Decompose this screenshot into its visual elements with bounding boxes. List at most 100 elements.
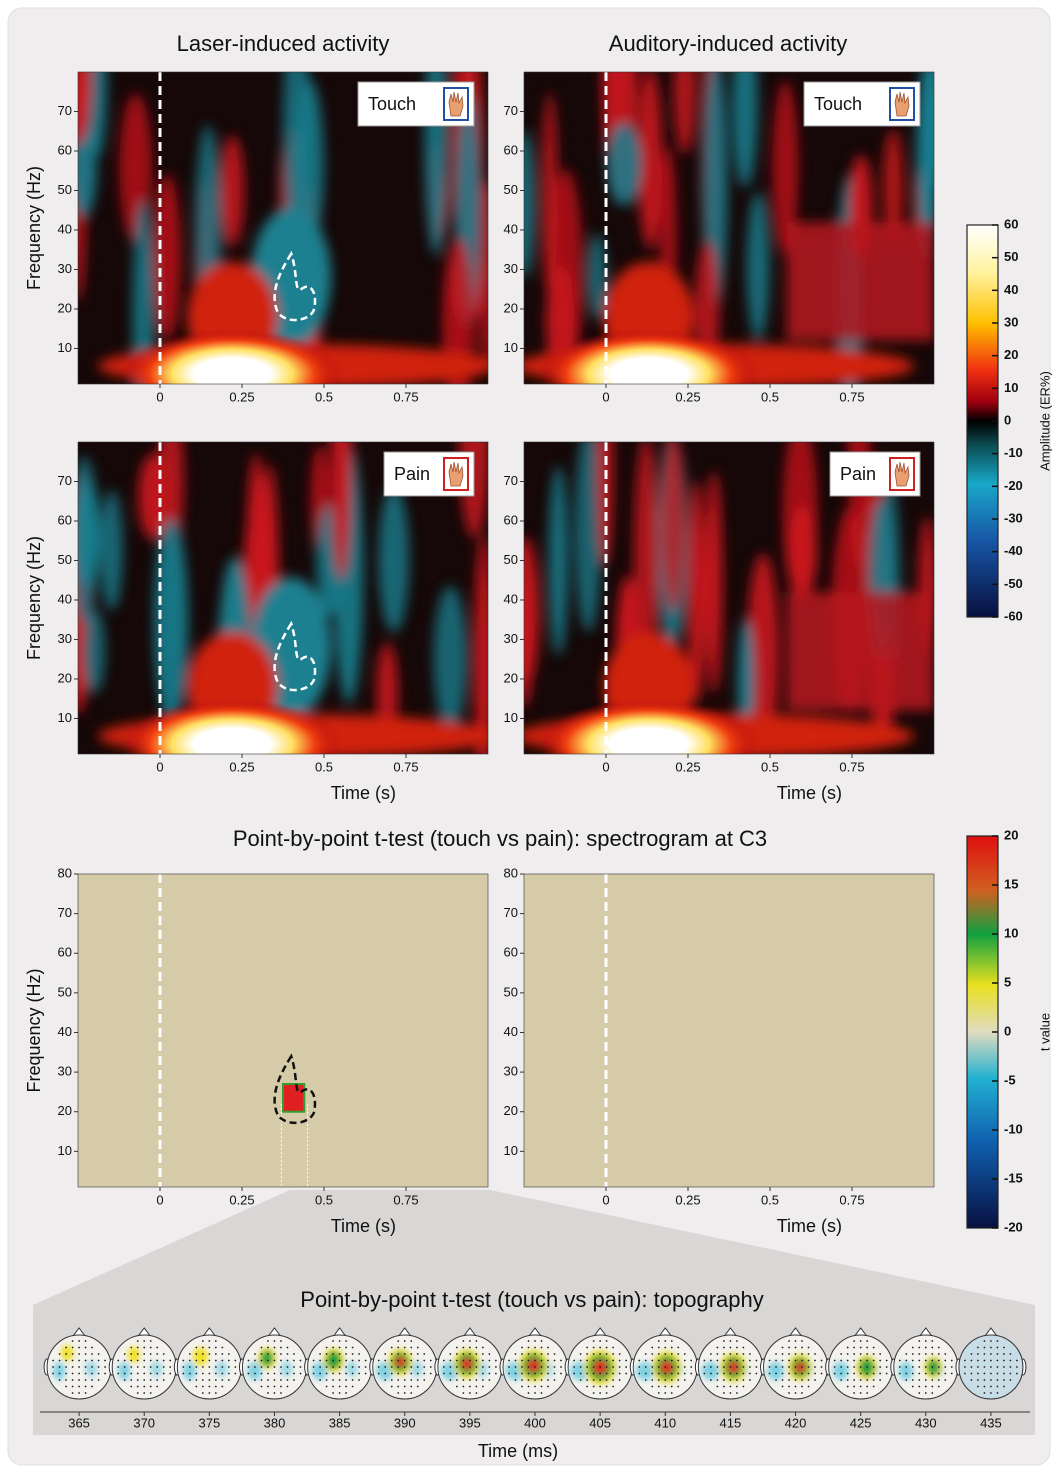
electrode	[273, 1340, 276, 1342]
electrode	[579, 1372, 582, 1375]
activity-blob	[132, 199, 155, 384]
electrode	[605, 1353, 608, 1355]
electrode	[670, 1359, 673, 1362]
electrode	[390, 1379, 393, 1381]
electrode	[260, 1346, 263, 1349]
electrode	[651, 1379, 654, 1381]
electrode	[455, 1359, 458, 1362]
electrode	[449, 1372, 452, 1375]
electrode	[358, 1359, 361, 1362]
electrode	[149, 1340, 152, 1342]
electrode	[481, 1379, 484, 1381]
electrode	[788, 1353, 790, 1355]
electrode	[547, 1359, 549, 1362]
electrode	[534, 1379, 536, 1381]
electrode	[866, 1353, 869, 1355]
y-tick-label: 70	[504, 905, 518, 920]
electrode	[136, 1353, 139, 1355]
electrode	[208, 1353, 211, 1355]
electrode	[605, 1359, 608, 1362]
activity-blob	[330, 442, 352, 580]
electrode	[104, 1359, 106, 1362]
electrode	[481, 1353, 484, 1355]
electrode	[918, 1353, 921, 1355]
colorbar-tick-label: -50	[1004, 576, 1023, 591]
electrode	[410, 1372, 413, 1375]
electrode	[117, 1359, 120, 1362]
electrode	[397, 1346, 400, 1349]
electrode	[423, 1372, 426, 1375]
electrode	[214, 1366, 217, 1368]
electrode	[201, 1385, 204, 1388]
electrode	[273, 1353, 276, 1355]
electrode	[931, 1385, 934, 1388]
electrode	[208, 1392, 211, 1394]
electrode	[442, 1359, 445, 1362]
y-tick-label: 60	[504, 142, 518, 157]
hand-icon	[894, 91, 910, 117]
x-tick-label: 0	[602, 1192, 609, 1207]
electrode	[657, 1372, 660, 1375]
y-tick-label: 50	[58, 182, 72, 197]
electrode	[280, 1340, 282, 1342]
head-nose	[919, 1327, 933, 1337]
electrode	[788, 1392, 790, 1394]
electrode	[540, 1353, 543, 1355]
electrode	[735, 1340, 738, 1342]
electrode	[709, 1366, 712, 1368]
electrode	[807, 1366, 810, 1368]
electrode	[872, 1379, 875, 1381]
electrode	[983, 1340, 986, 1342]
electrode	[1003, 1372, 1005, 1375]
electrode	[840, 1366, 843, 1368]
electrode	[136, 1379, 139, 1381]
electrode	[130, 1346, 133, 1349]
electrode	[390, 1385, 393, 1388]
electrode	[71, 1340, 74, 1342]
electrode	[514, 1372, 517, 1375]
electrode	[742, 1385, 745, 1388]
electrode	[267, 1366, 269, 1368]
y-tick-label: 30	[58, 261, 72, 276]
electrode	[722, 1359, 725, 1362]
electrode	[195, 1353, 198, 1355]
electrode	[866, 1359, 869, 1362]
activity-blob	[732, 72, 758, 188]
colorbar-tick-label: 30	[1004, 314, 1018, 329]
electrode	[846, 1346, 849, 1349]
electrode	[788, 1340, 790, 1342]
electrode	[65, 1385, 67, 1388]
electrode	[990, 1366, 992, 1368]
head-nose	[658, 1327, 672, 1337]
electrode	[722, 1392, 725, 1394]
activation-blob	[182, 1362, 196, 1380]
electrode	[644, 1379, 647, 1381]
electrode	[1003, 1359, 1005, 1362]
electrode	[403, 1379, 406, 1381]
colorbar-tick-label: -10	[1004, 1121, 1023, 1136]
colorbar-label: t value	[1037, 1013, 1052, 1051]
electrode	[338, 1340, 341, 1342]
electrode	[618, 1379, 621, 1381]
electrode	[71, 1392, 74, 1394]
electrode	[683, 1359, 686, 1362]
electrode	[742, 1366, 745, 1368]
activity-blob	[154, 518, 189, 723]
electrode	[319, 1359, 322, 1362]
electrode	[801, 1340, 803, 1342]
electrode	[579, 1353, 582, 1355]
electrode	[703, 1372, 706, 1375]
electrode	[937, 1353, 940, 1355]
electrode	[1003, 1346, 1005, 1349]
electrode	[651, 1385, 654, 1388]
electrode	[416, 1353, 419, 1355]
electrode	[814, 1372, 816, 1375]
electrode	[273, 1359, 276, 1362]
electrode	[950, 1366, 953, 1368]
electrode	[853, 1340, 856, 1342]
electrode	[638, 1372, 641, 1375]
electrode	[65, 1353, 67, 1355]
electrode	[423, 1366, 426, 1368]
head-nose	[789, 1327, 802, 1337]
electrode	[592, 1372, 595, 1375]
